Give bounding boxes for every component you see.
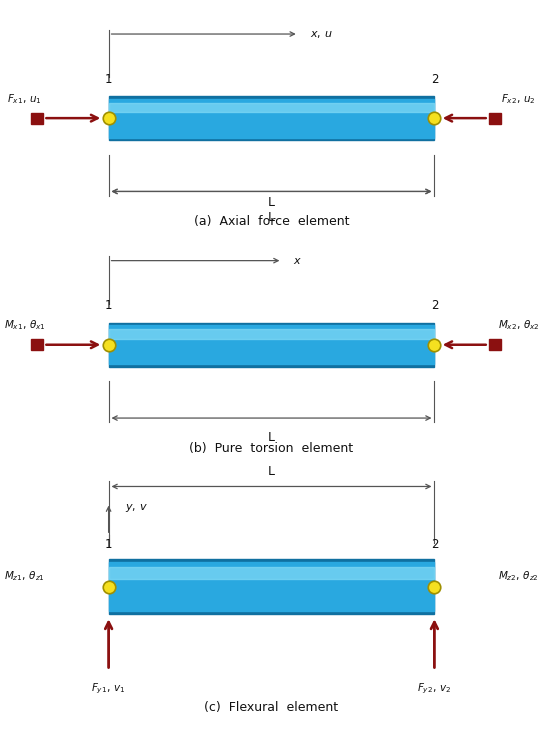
Bar: [31, 339, 43, 350]
Bar: [109, 329, 434, 339]
Text: $F_{x2},\,u_2$: $F_{x2},\,u_2$: [501, 92, 536, 105]
Text: (c)  Flexural  element: (c) Flexural element: [204, 701, 339, 713]
Text: 2: 2: [431, 539, 438, 551]
Bar: [109, 102, 434, 113]
Text: $x$: $x$: [293, 256, 302, 265]
Bar: [109, 99, 434, 137]
Text: L: L: [268, 196, 275, 208]
Text: L: L: [268, 466, 275, 478]
Bar: [109, 323, 434, 367]
Text: $M_{z1},\,\theta_{z1}$: $M_{z1},\,\theta_{z1}$: [4, 569, 45, 583]
Text: 2: 2: [431, 300, 438, 312]
Bar: [109, 567, 434, 579]
Text: $F_{y2},\,v_2$: $F_{y2},\,v_2$: [418, 681, 451, 696]
Bar: [31, 113, 43, 124]
Bar: [109, 559, 434, 614]
Text: $y,\,v$: $y,\,v$: [125, 502, 148, 514]
Text: $F_{y1},\,v_1$: $F_{y1},\,v_1$: [91, 681, 126, 696]
Text: $M_{x2},\,\theta_{x2}$: $M_{x2},\,\theta_{x2}$: [498, 319, 539, 332]
Text: $M_{z2},\,\theta_{z2}$: $M_{z2},\,\theta_{z2}$: [498, 569, 539, 583]
Text: L: L: [268, 211, 275, 224]
Text: (a)  Axial  force  element: (a) Axial force element: [194, 215, 349, 228]
Text: L: L: [268, 431, 275, 444]
Text: 1: 1: [105, 73, 112, 86]
Text: 2: 2: [431, 73, 438, 86]
Bar: [109, 562, 434, 611]
Text: 1: 1: [105, 539, 112, 551]
Bar: [109, 325, 434, 364]
Text: $M_{x1},\,\theta_{x1}$: $M_{x1},\,\theta_{x1}$: [4, 319, 45, 332]
Text: (b)  Pure  torsion  element: (b) Pure torsion element: [190, 442, 353, 455]
Bar: [109, 96, 434, 140]
Bar: [489, 113, 501, 124]
Text: 1: 1: [105, 300, 112, 312]
Bar: [489, 339, 501, 350]
Text: $F_{x1},\,u_1$: $F_{x1},\,u_1$: [7, 92, 42, 105]
Text: $x,\,u$: $x,\,u$: [310, 29, 332, 39]
